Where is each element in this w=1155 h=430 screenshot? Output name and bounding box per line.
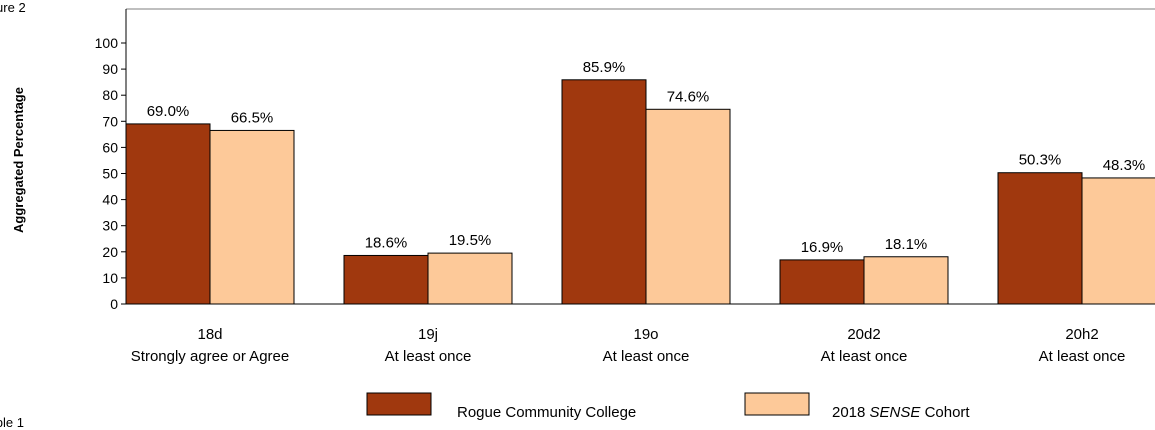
y-tick-label: 80 — [102, 87, 118, 103]
data-label: 19.5% — [449, 232, 492, 249]
figure-label: Figure 2 — [0, 0, 26, 15]
y-tick-label: 100 — [95, 35, 119, 51]
x-tick-label-code: 20h2 — [1065, 326, 1098, 343]
x-tick-label-code: 19j — [418, 326, 438, 343]
bar-cohort-19o — [645, 108, 731, 305]
y-tick-label: 0 — [110, 296, 118, 312]
y-axis-title: Aggregated Percentage — [11, 87, 26, 233]
bar-rogue-19o — [561, 79, 647, 305]
bar-rogue-19j — [343, 254, 429, 305]
data-label: 66.5% — [231, 109, 274, 126]
bar-cohort-20d2 — [863, 256, 949, 305]
y-tick-label: 90 — [102, 61, 118, 77]
data-label: 74.6% — [667, 88, 710, 105]
data-label: 18.6% — [365, 234, 408, 251]
y-tick-label: 40 — [102, 192, 118, 208]
x-tick-label-desc: Strongly agree or Agree — [131, 348, 289, 365]
legend-label-cohort: 2018 SENSE Cohort — [832, 404, 970, 421]
bar-cohort-18d — [209, 129, 295, 305]
y-tick-label: 60 — [102, 139, 118, 155]
bar-rogue-18d — [125, 123, 211, 305]
legend-swatch-rogue — [366, 392, 432, 416]
x-tick-label-desc: At least once — [821, 348, 908, 365]
bar-rogue-20h2 — [997, 172, 1083, 305]
y-tick-label: 30 — [102, 218, 118, 234]
x-tick-label-desc: At least once — [385, 348, 472, 365]
bar-cohort-19j — [427, 252, 513, 305]
data-label: 50.3% — [1019, 152, 1062, 169]
bar-rogue-20d2 — [779, 259, 865, 305]
y-tick-label: 50 — [102, 166, 118, 182]
x-tick-label-code: 18d — [197, 326, 222, 343]
data-label: 48.3% — [1103, 157, 1146, 174]
data-label: 85.9% — [583, 59, 626, 76]
x-tick-label-desc: At least once — [603, 348, 690, 365]
x-tick-label-code: 19o — [633, 326, 658, 343]
data-label: 16.9% — [801, 239, 844, 256]
legend-label-rogue: Rogue Community College — [457, 404, 636, 421]
legend-swatch-cohort — [744, 392, 810, 416]
y-tick-label: 70 — [102, 113, 118, 129]
x-tick-label-desc: At least once — [1039, 348, 1126, 365]
y-tick-label: 20 — [102, 244, 118, 260]
data-label: 69.0% — [147, 103, 190, 120]
data-label: 18.1% — [885, 236, 928, 253]
x-tick-label-code: 20d2 — [847, 326, 880, 343]
bar-cohort-20h2 — [1081, 177, 1155, 305]
y-tick-label: 10 — [102, 270, 118, 286]
